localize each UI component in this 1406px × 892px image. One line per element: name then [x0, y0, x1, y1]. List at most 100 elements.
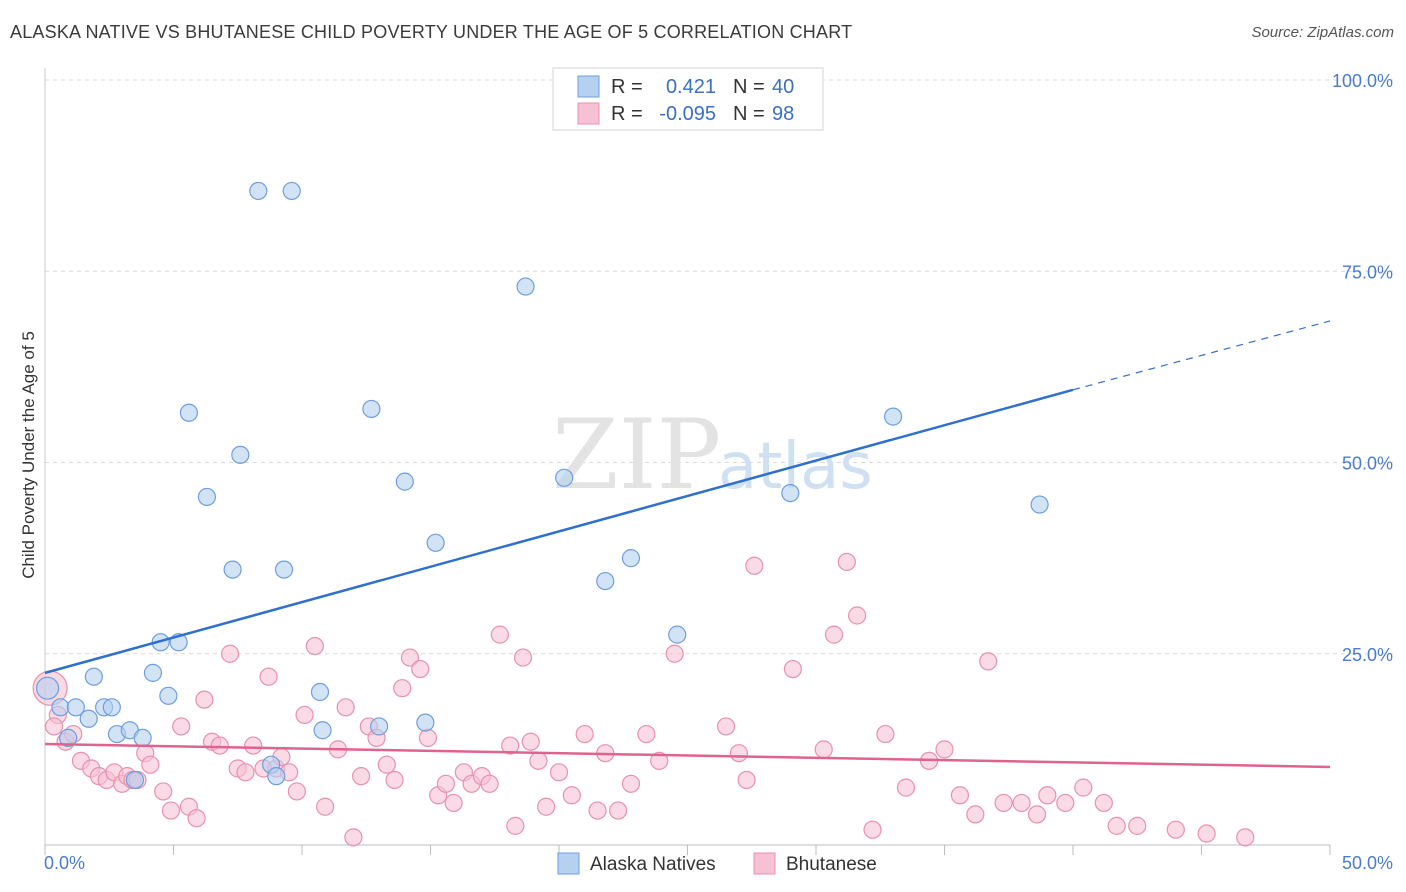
point-bhutanese — [385, 770, 404, 790]
point-bhutanese — [1056, 793, 1075, 813]
y-axis-label: Child Poverty Under the Age of 5 — [19, 331, 38, 579]
point-alaska — [159, 686, 178, 705]
point-bhutanese — [650, 751, 669, 770]
point-alaska — [621, 549, 641, 568]
point-alaska — [426, 533, 445, 552]
point-bhutanese — [411, 659, 430, 679]
point-alaska — [395, 472, 414, 491]
point-bhutanese — [745, 556, 764, 575]
legend-r-value-bhutanese: -0.095 — [659, 103, 716, 125]
trend-line-bhutanese — [44, 742, 1331, 769]
chart-title: ALASKA NATIVE VS BHUTANESE CHILD POVERTY… — [10, 22, 853, 42]
series-legend-swatch-bhutanese — [753, 852, 776, 875]
point-bhutanese — [814, 740, 833, 759]
point-bhutanese — [1107, 816, 1126, 835]
x-tick-labels: 0.0% 50.0% — [44, 853, 1393, 873]
point-bhutanese — [1236, 828, 1255, 847]
series-legend: Alaska Natives Bhutanese — [557, 852, 877, 875]
point-bhutanese — [400, 648, 420, 667]
point-bhutanese — [837, 552, 856, 572]
points-layer — [32, 181, 1255, 847]
point-alaska — [416, 713, 435, 732]
point-alaska — [781, 484, 800, 503]
point-bhutanese — [287, 782, 306, 801]
point-bhutanese — [1038, 786, 1057, 805]
trend-line-alaska — [44, 388, 1074, 675]
point-bhutanese — [490, 625, 509, 644]
x-tick-label-min: 0.0% — [44, 853, 85, 873]
trend-line-alaska-extension — [1072, 320, 1331, 391]
point-alaska — [143, 663, 163, 682]
point-bhutanese — [244, 736, 263, 755]
legend-r-value-alaska: 0.421 — [666, 76, 716, 98]
series-legend-label-alaska: Alaska Natives — [590, 854, 716, 875]
point-alaska — [282, 181, 301, 201]
point-alaska — [102, 698, 121, 717]
point-alaska — [362, 399, 381, 419]
point-bhutanese — [637, 724, 656, 744]
legend-r-label-alaska: R = — [611, 76, 643, 98]
point-bhutanese — [716, 717, 736, 736]
point-bhutanese — [295, 705, 314, 725]
point-bhutanese — [1027, 805, 1047, 824]
point-bhutanese — [1166, 820, 1185, 839]
point-bhutanese — [393, 679, 412, 698]
point-bhutanese — [1128, 816, 1147, 835]
point-bhutanese — [305, 636, 324, 656]
point-alaska — [125, 770, 145, 790]
point-bhutanese — [195, 690, 214, 709]
point-bhutanese — [187, 809, 206, 828]
point-bhutanese — [352, 767, 371, 786]
point-alaska — [231, 445, 250, 464]
point-bhutanese — [950, 786, 970, 805]
point-bhutanese — [1074, 778, 1093, 797]
legend-swatch-alaska — [577, 75, 600, 98]
point-alaska — [555, 468, 574, 487]
point-bhutanese — [236, 763, 255, 782]
point-bhutanese — [501, 736, 520, 755]
point-alaska — [313, 721, 332, 740]
point-bhutanese — [537, 797, 556, 816]
point-alaska — [249, 181, 268, 201]
point-bhutanese — [513, 648, 533, 667]
y-tick-label-1: 50.0% — [1342, 454, 1393, 474]
y-tick-label-3: 100.0% — [1332, 71, 1393, 91]
point-bhutanese — [729, 744, 749, 763]
point-bhutanese — [436, 774, 456, 793]
legend-r-label-bhutanese: R = — [611, 103, 643, 125]
point-bhutanese — [783, 659, 802, 679]
point-bhutanese — [588, 801, 607, 820]
watermark: ZIP atlas — [552, 399, 873, 511]
point-bhutanese — [344, 828, 363, 847]
point-bhutanese — [220, 644, 240, 663]
point-bhutanese — [935, 740, 954, 759]
point-bhutanese — [966, 805, 985, 824]
point-alaska — [179, 403, 199, 422]
point-bhutanese — [44, 717, 64, 736]
legend-n-value-alaska: 40 — [772, 76, 794, 98]
point-bhutanese — [210, 736, 229, 755]
point-alaska — [133, 728, 152, 748]
point-alaska — [883, 407, 903, 426]
point-bhutanese — [737, 770, 756, 790]
y-tick-label-2: 75.0% — [1342, 262, 1393, 282]
point-bhutanese — [549, 763, 569, 782]
legend-swatch-bhutanese — [577, 102, 600, 125]
point-bhutanese — [609, 801, 628, 820]
point-bhutanese — [824, 625, 844, 644]
point-bhutanese — [161, 801, 181, 820]
point-bhutanese — [1012, 793, 1031, 813]
legend-n-value-bhutanese: 98 — [772, 103, 794, 125]
point-bhutanese — [154, 782, 173, 801]
point-bhutanese — [876, 724, 895, 744]
point-alaska — [310, 682, 330, 702]
trend-layer — [44, 320, 1331, 769]
point-alaska — [1030, 495, 1049, 514]
point-alaska — [223, 560, 242, 579]
point-bhutanese — [521, 732, 540, 751]
point-bhutanese — [259, 667, 278, 686]
point-bhutanese — [377, 755, 396, 774]
point-bhutanese — [979, 652, 998, 671]
point-alaska — [516, 277, 535, 296]
